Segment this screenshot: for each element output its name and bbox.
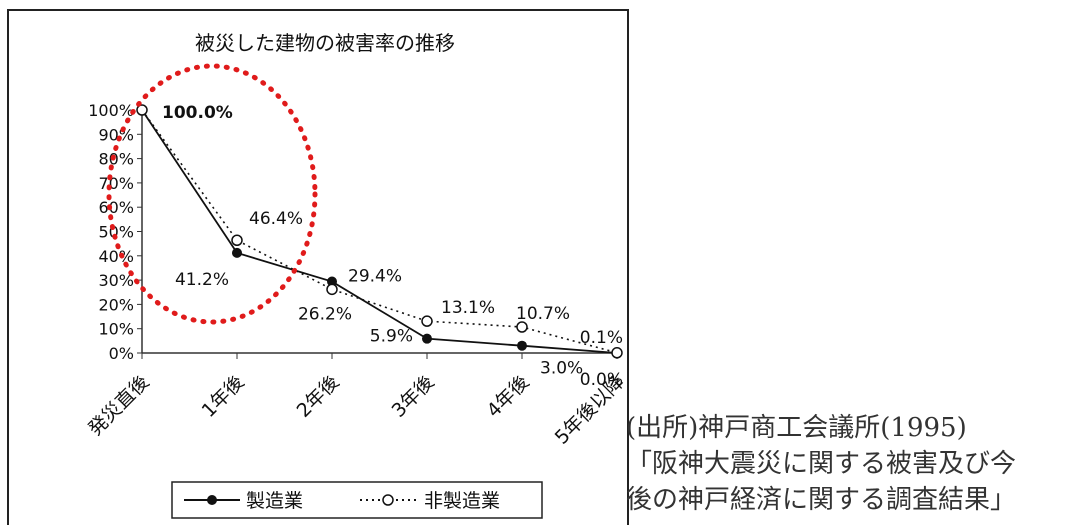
y-tick-label: 20% <box>98 295 134 314</box>
y-tick-label: 40% <box>98 247 134 266</box>
point-nonmanufacturing <box>231 234 243 246</box>
y-tick-label: 10% <box>98 320 134 339</box>
data-label-manufacturing: 41.2% <box>175 270 229 290</box>
y-tick-label: 50% <box>98 223 134 242</box>
data-label-manufacturing: 100.0% <box>162 103 233 123</box>
legend: 製造業 非製造業 <box>171 481 543 519</box>
y-tick-label: 90% <box>98 125 134 144</box>
point-manufacturing <box>232 247 242 258</box>
chart-title: 被災した建物の被害率の推移 <box>195 31 455 55</box>
series-layer <box>136 104 623 359</box>
chart-frame <box>7 9 629 525</box>
point-nonmanufacturing <box>611 347 623 359</box>
data-label-nonmanufacturing: 13.1% <box>441 298 495 318</box>
legend-nonmanufacturing-label: 非製造業 <box>424 490 500 512</box>
source-line-1: (出所)神戸商工会議所(1995) <box>626 413 967 443</box>
highlight-ellipse <box>106 63 318 325</box>
point-nonmanufacturing <box>421 315 433 327</box>
data-label-nonmanufacturing: 26.2% <box>298 304 352 324</box>
legend-manufacturing-label: 製造業 <box>246 490 303 512</box>
y-tick-label: 70% <box>98 174 134 193</box>
y-tick-label: 60% <box>98 198 134 217</box>
point-manufacturing <box>422 333 432 344</box>
legend-nonmanufacturing-marker <box>382 494 394 506</box>
data-label-manufacturing: 0.0% <box>580 370 623 390</box>
data-label-nonmanufacturing: 46.4% <box>249 209 303 229</box>
legend-box <box>171 481 543 519</box>
y-tick-label: 0% <box>109 344 134 363</box>
point-manufacturing <box>327 276 337 287</box>
data-labels: 100.0% 41.2% 29.4% 5.9% 3.0%0.0% 46.4% 26.2% 13… <box>162 103 623 390</box>
data-label-manufacturing: 5.9% <box>370 327 413 347</box>
point-manufacturing <box>517 340 527 351</box>
source-line-2: 「阪神大震災に関する被害及び今 <box>626 449 1017 479</box>
y-tick-label: 30% <box>98 271 134 290</box>
data-label-nonmanufacturing: 0.1% <box>580 328 623 348</box>
y-tick-label: 80% <box>98 150 134 169</box>
data-label-nonmanufacturing: 10.7% <box>516 304 570 324</box>
y-tick-label: 100% <box>88 101 134 120</box>
legend-manufacturing-marker <box>207 495 217 505</box>
series-line-0 <box>141 109 618 354</box>
data-label-manufacturing: 29.4% <box>348 267 402 287</box>
point-nonmanufacturing <box>516 321 528 333</box>
source-note: (出所)神戸商工会議所(1995) 「阪神大震災に関する被害及び今 後の神戸経済… <box>626 410 1081 518</box>
source-line-3: 後の神戸経済に関する調査結果」 <box>626 485 1017 515</box>
point-nonmanufacturing <box>136 104 148 116</box>
data-label-manufacturing: 3.0% <box>540 359 583 379</box>
series-line-1 <box>141 109 618 354</box>
point-nonmanufacturing <box>326 283 338 296</box>
